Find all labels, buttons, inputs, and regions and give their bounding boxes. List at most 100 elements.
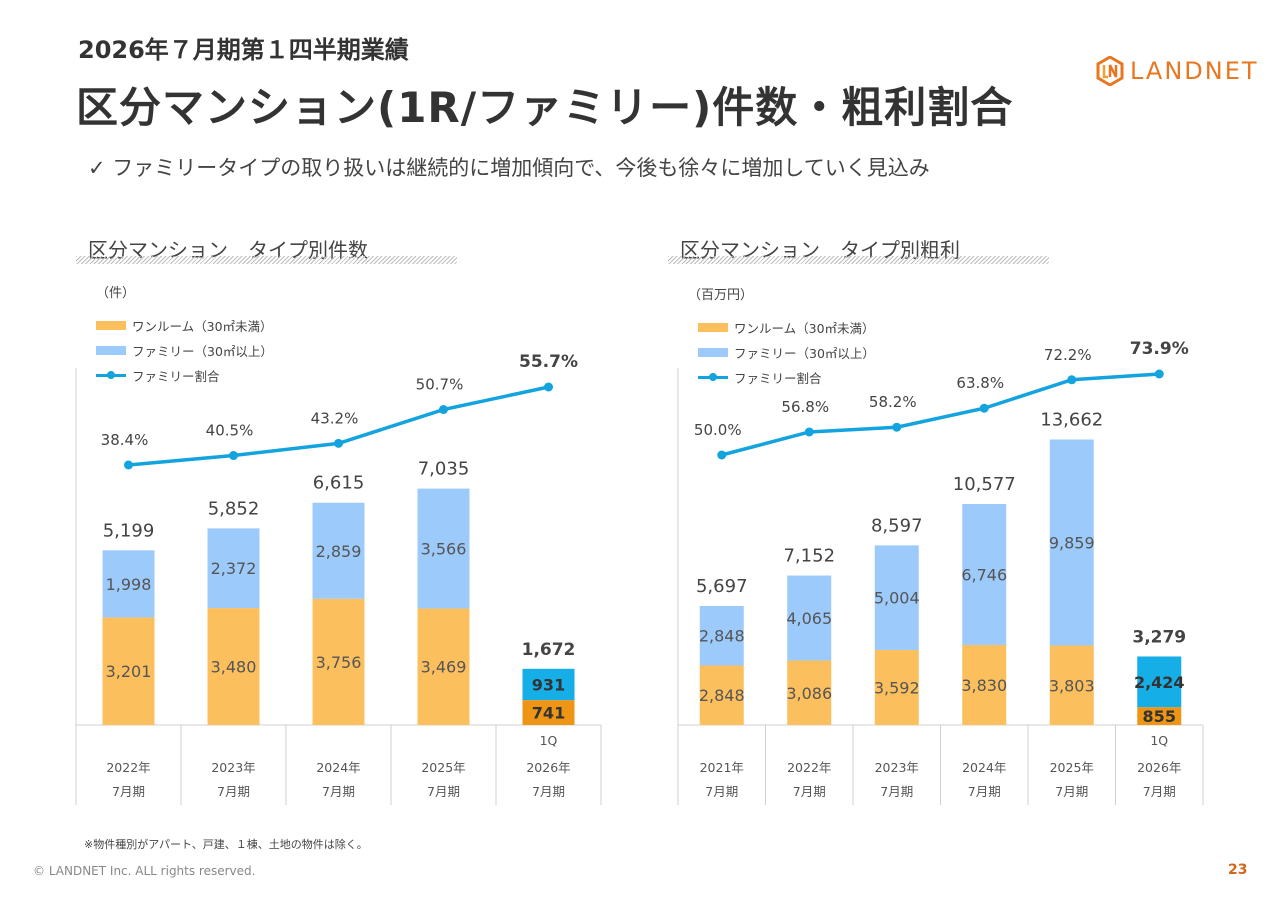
ratio-label: 50.7% xyxy=(416,376,464,394)
ratio-label: 72.2% xyxy=(1044,346,1092,364)
legend-item-family: ファミリー（30㎡以上） xyxy=(698,340,875,365)
legend-label: ファミリー割合 xyxy=(132,369,220,384)
category-label-year: 2025年 xyxy=(421,760,465,775)
ratio-point xyxy=(804,427,814,437)
bar-total-label: 1,672 xyxy=(522,640,576,660)
count-chart-unit: （件） xyxy=(96,286,136,301)
bar-total-label: 7,035 xyxy=(418,459,470,480)
bar-segment-oneroom xyxy=(787,660,832,725)
category-label-year: 2024年 xyxy=(962,760,1006,775)
category-label-period: 7月期 xyxy=(217,784,250,799)
bar-segment-family xyxy=(417,488,470,609)
category-label-quarter: 1Q xyxy=(540,733,558,748)
legend-label: ワンルーム（30㎡未満） xyxy=(734,321,875,336)
copyright: © LANDNET Inc. ALL rights reserved. xyxy=(33,864,256,878)
bar-segment-family xyxy=(787,575,832,661)
ratio-label: 40.5% xyxy=(206,422,254,440)
bar-total-label: 5,697 xyxy=(696,576,748,597)
bar-label-oneroom: 2,848 xyxy=(699,686,745,705)
legend-line-marker-icon xyxy=(96,371,126,379)
bar-segment-oneroom xyxy=(699,665,744,725)
bar-label-oneroom: 3,803 xyxy=(1049,676,1095,695)
category-label-year: 2021年 xyxy=(700,760,744,775)
ratio-point xyxy=(439,405,448,415)
category-label-year: 2022年 xyxy=(787,760,831,775)
legend-item-ratio: ファミリー割合 xyxy=(698,365,875,390)
bar-segment-oneroom xyxy=(1137,707,1182,725)
legend-swatch-family xyxy=(698,348,728,357)
ratio-point xyxy=(1154,369,1164,379)
bar-label-family: 2,424 xyxy=(1134,673,1185,692)
bar-label-oneroom: 3,480 xyxy=(211,658,257,677)
legend-swatch-oneroom xyxy=(96,321,126,330)
count-chart-legend: ワンルーム（30㎡未満） ファミリー（30㎡以上） ファミリー割合 xyxy=(96,313,273,388)
ratio-line xyxy=(721,372,1160,457)
bar-label-oneroom: 855 xyxy=(1143,707,1176,726)
ratio-point xyxy=(717,450,727,460)
category-label-year: 2023年 xyxy=(211,760,255,775)
page-title: 区分マンション(1R/ファミリー)件数・粗利割合 xyxy=(76,83,1014,132)
bar-segment-family xyxy=(522,668,575,701)
report-subtitle: 2026年７月期第１四半期業績 xyxy=(78,36,409,64)
ratio-point xyxy=(1067,375,1077,385)
bar-label-oneroom: 3,830 xyxy=(961,676,1007,695)
ratio-point xyxy=(544,382,553,392)
profit-chart-title-underline xyxy=(668,256,1049,264)
ratio-label: 58.2% xyxy=(869,393,917,411)
category-label-year: 2025年 xyxy=(1050,760,1094,775)
ratio-label: 55.7% xyxy=(519,352,578,372)
category-label-period: 7月期 xyxy=(1055,784,1088,799)
ratio-label: 63.8% xyxy=(956,374,1004,392)
bar-segment-family xyxy=(962,503,1007,645)
legend-label: ファミリー（30㎡以上） xyxy=(132,344,273,359)
category-label-period: 7月期 xyxy=(322,784,355,799)
legend-item-oneroom: ワンルーム（30㎡未満） xyxy=(96,313,273,338)
footnote: ※物件種別がアパート、戸建、１棟、土地の物件は除く。 xyxy=(84,838,368,851)
logo-text: LANDNET xyxy=(1130,57,1259,85)
category-label-period: 7月期 xyxy=(968,784,1001,799)
bar-total-label: 3,279 xyxy=(1132,627,1186,647)
profit-chart-legend: ワンルーム（30㎡未満） ファミリー（30㎡以上） ファミリー割合 xyxy=(698,315,875,390)
bar-segment-oneroom xyxy=(962,644,1007,725)
bar-total-label: 10,577 xyxy=(953,474,1016,495)
bar-segment-oneroom xyxy=(1049,645,1094,725)
ratio-label: 56.8% xyxy=(781,398,829,416)
ratio-point xyxy=(892,422,902,432)
bar-segment-family xyxy=(874,545,919,650)
bar-label-family: 3,566 xyxy=(421,540,467,559)
bar-segment-oneroom xyxy=(874,649,919,725)
legend-item-oneroom: ワンルーム（30㎡未満） xyxy=(698,315,875,340)
bar-label-oneroom: 3,201 xyxy=(106,662,152,681)
key-point-bullet: ✓ ファミリータイプの取り扱いは継続的に増加傾向で、今後も徐々に増加していく見込… xyxy=(88,156,930,180)
ratio-point xyxy=(979,403,989,413)
bar-total-label: 5,852 xyxy=(208,498,260,519)
legend-label: ファミリー（30㎡以上） xyxy=(734,346,875,361)
ratio-point xyxy=(229,451,238,461)
category-label-year: 2026年 xyxy=(1137,760,1181,775)
bar-label-family: 9,859 xyxy=(1049,534,1095,553)
ratio-label: 73.9% xyxy=(1130,339,1189,359)
legend-item-family: ファミリー（30㎡以上） xyxy=(96,338,273,363)
bar-total-label: 5,199 xyxy=(103,520,155,541)
bar-label-family: 4,065 xyxy=(786,609,832,628)
ratio-point xyxy=(334,438,343,448)
bar-segment-oneroom xyxy=(207,608,260,725)
category-label-period: 7月期 xyxy=(1143,784,1176,799)
legend-item-ratio: ファミリー割合 xyxy=(96,363,273,388)
category-label-period: 7月期 xyxy=(705,784,738,799)
bar-label-family: 2,848 xyxy=(699,627,745,646)
bar-segment-oneroom xyxy=(102,617,155,725)
bar-label-oneroom: 3,756 xyxy=(316,653,362,672)
bar-segment-family xyxy=(312,502,365,599)
bar-label-oneroom: 3,469 xyxy=(421,658,467,677)
bar-label-oneroom: 3,592 xyxy=(874,678,920,697)
count-chart-title-underline xyxy=(76,256,457,264)
category-label-period: 7月期 xyxy=(793,784,826,799)
category-label-period: 7月期 xyxy=(427,784,460,799)
ratio-label: 50.0% xyxy=(694,421,742,439)
bar-label-family: 6,746 xyxy=(961,565,1007,584)
page-number: 23 xyxy=(1228,862,1248,878)
ratio-label: 43.2% xyxy=(311,409,359,427)
category-label-period: 7月期 xyxy=(880,784,913,799)
